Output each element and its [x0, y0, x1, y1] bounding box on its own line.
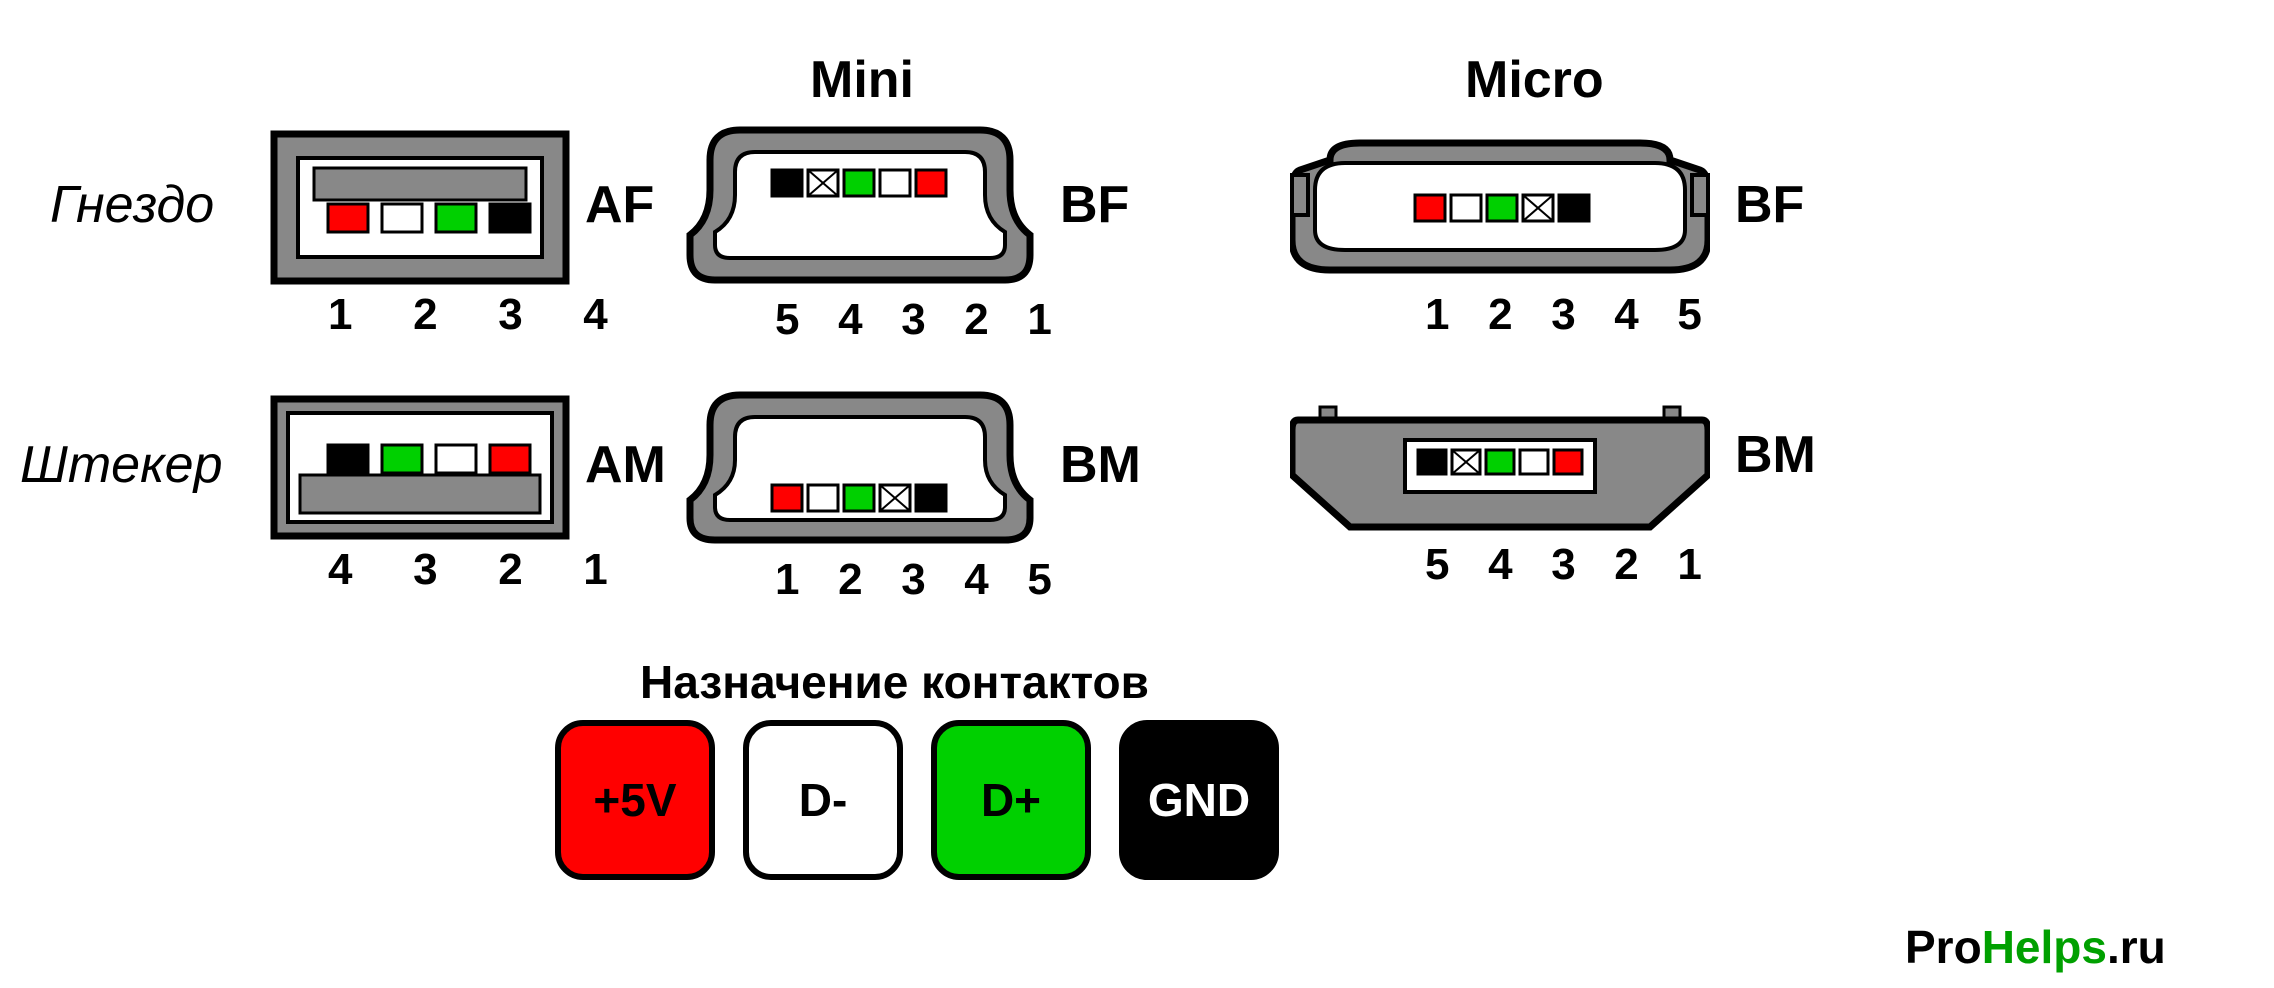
connector-am-svg: [270, 395, 570, 540]
connector-am: [270, 395, 570, 545]
legend-box-gnd: GND: [1119, 720, 1279, 880]
connector-micro-bm: [1290, 405, 1710, 540]
legend-box-dplus: D+: [931, 720, 1091, 880]
row-label-plug: Штекер: [20, 435, 223, 495]
pins-af: 1 2 3 4: [328, 290, 632, 340]
label-mini-bm: BM: [1060, 435, 1141, 495]
watermark: ProHelps.ru: [1905, 920, 2166, 974]
legend-row: +5VD-D+GND: [555, 720, 1279, 880]
pins-mini-bm: 1 2 3 4 5: [775, 555, 1065, 605]
connector-mini-bm-svg: [680, 385, 1040, 550]
connector-mini-bf: [680, 120, 1040, 295]
legend-box-dminus: D-: [743, 720, 903, 880]
pins-micro-bm: 5 4 3 2 1: [1425, 540, 1715, 590]
legend-title: Назначение контактов: [640, 655, 1149, 709]
label-am: AM: [585, 435, 666, 495]
connector-mini-bf-svg: [680, 120, 1040, 290]
connector-af: [270, 130, 570, 290]
legend-box-plus5v: +5V: [555, 720, 715, 880]
pins-am: 4 3 2 1: [328, 545, 632, 595]
header-mini: Mini: [810, 50, 914, 110]
connector-mini-bm: [680, 385, 1040, 555]
connector-micro-bf-svg: [1290, 135, 1710, 280]
label-mini-bf: BF: [1060, 175, 1129, 235]
row-label-socket: Гнездо: [50, 175, 214, 235]
label-micro-bm: BM: [1735, 425, 1816, 485]
connector-micro-bm-svg: [1290, 405, 1710, 535]
pins-mini-bf: 5 4 3 2 1: [775, 295, 1065, 345]
pins-micro-bf: 1 2 3 4 5: [1425, 290, 1715, 340]
label-af: AF: [585, 175, 654, 235]
label-micro-bf: BF: [1735, 175, 1804, 235]
watermark-helps: Helps: [1982, 921, 2107, 973]
watermark-ru: .ru: [2107, 921, 2166, 973]
connector-af-svg: [270, 130, 570, 285]
watermark-pro: Pro: [1905, 921, 1982, 973]
connector-micro-bf: [1290, 135, 1710, 285]
header-micro: Micro: [1465, 50, 1604, 110]
